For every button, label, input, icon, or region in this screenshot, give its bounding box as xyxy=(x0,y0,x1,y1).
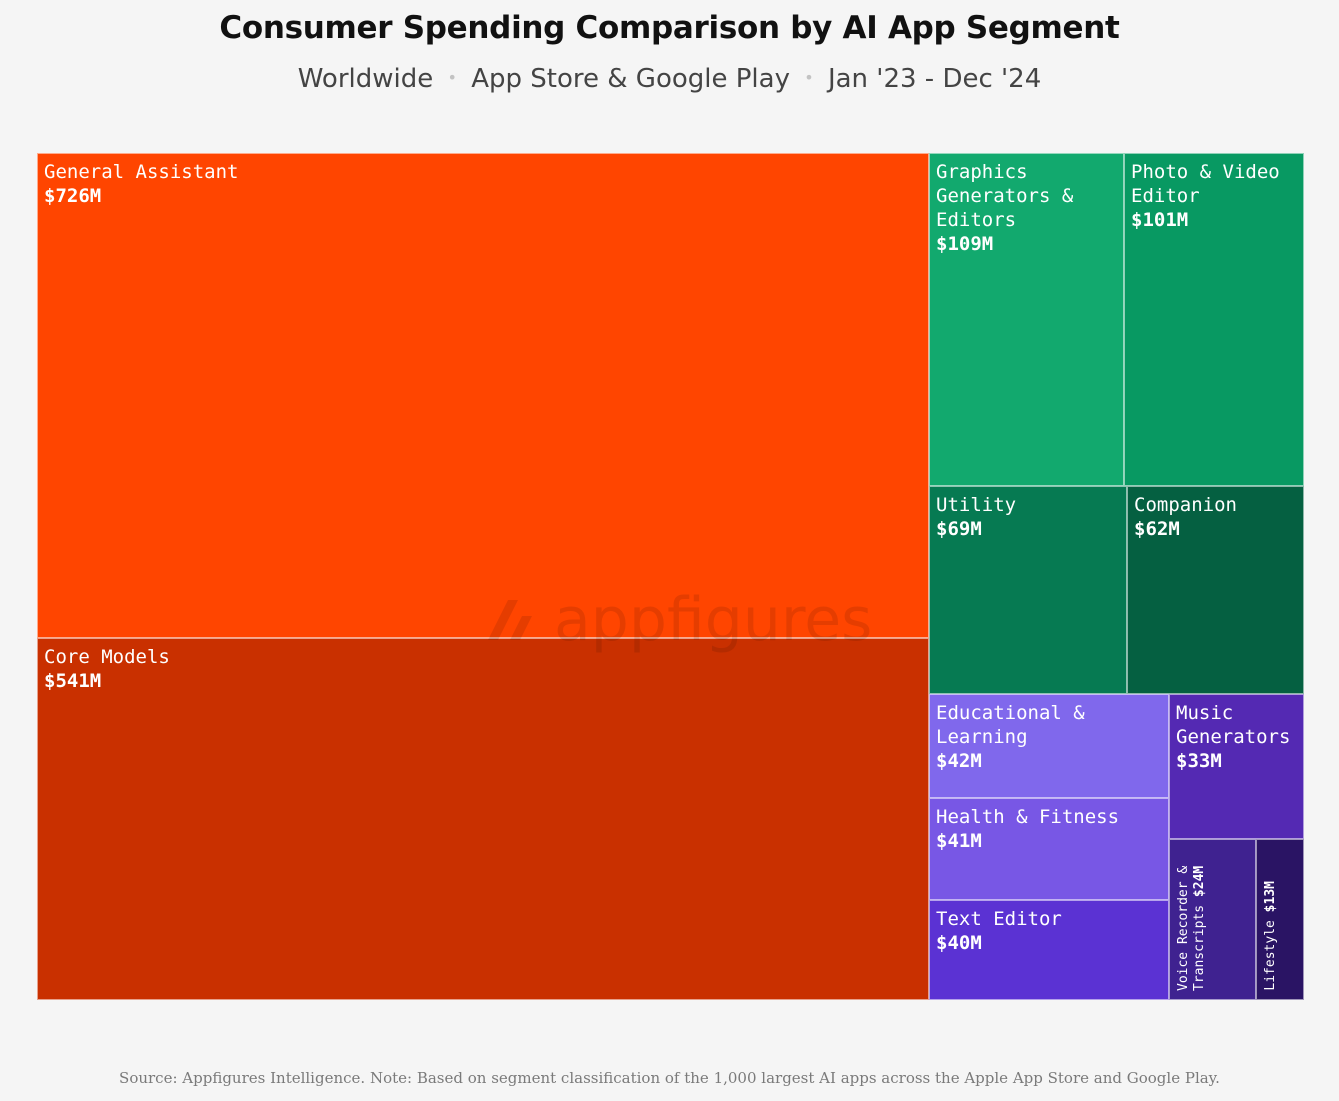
treemap-cell-label: Lifestyle $13M xyxy=(1263,881,1279,991)
treemap-cell-text-editor: Text Editor $40M xyxy=(929,900,1169,1000)
treemap-cell-label: Music Generators $33M xyxy=(1176,701,1299,773)
segment-value: $40M xyxy=(936,932,982,954)
treemap-cell-lifestyle: Lifestyle $13M xyxy=(1256,839,1304,1000)
source-note: Source: Appfigures Intelligence. Note: B… xyxy=(119,1069,1220,1087)
treemap-chart: General Assistant $726M Core Models $541M Gr… xyxy=(37,153,1304,1000)
subtitle-separator: • xyxy=(447,68,457,87)
segment-value: $69M xyxy=(936,518,982,540)
segment-name: Music Generators xyxy=(1176,702,1291,748)
segment-value: $41M xyxy=(936,830,982,852)
segment-value: $101M xyxy=(1131,209,1189,231)
segment-value: $726M xyxy=(44,185,102,207)
treemap-cell-core-models: Core Models $541M xyxy=(37,638,929,1000)
subtitle-separator: • xyxy=(804,68,814,87)
treemap-cell-label: General Assistant $726M xyxy=(44,160,924,208)
treemap-cell-voice-recorder-and-transcripts: Voice Recorder & Transcripts $24M xyxy=(1169,839,1256,1000)
treemap-cell-label: Utility $69M xyxy=(936,493,1122,541)
segment-name: Text Editor xyxy=(936,908,1062,930)
treemap-cell-label: Health & Fitness $41M xyxy=(936,805,1164,853)
segment-value: $62M xyxy=(1134,518,1180,540)
segment-name: General Assistant xyxy=(44,161,239,183)
treemap-cell-utility: Utility $69M xyxy=(929,486,1127,694)
segment-name: Utility xyxy=(936,494,1017,516)
segment-value: $24M xyxy=(1192,865,1207,898)
treemap-cell-label: Core Models $541M xyxy=(44,645,924,693)
treemap-cell-label: Photo & Video Editor $101M xyxy=(1131,160,1299,232)
treemap-cell-educational-and-learning: Educational & Learning $42M xyxy=(929,694,1169,798)
chart-subtitle: Worldwide • App Store & Google Play • Ja… xyxy=(0,64,1339,94)
segment-value: $109M xyxy=(936,233,994,255)
treemap-cell-label: Educational & Learning $42M xyxy=(936,701,1164,773)
treemap-cell-companion: Companion $62M xyxy=(1127,486,1304,694)
segment-value: $13M xyxy=(1263,881,1278,913)
segment-name: Lifestyle xyxy=(1263,912,1278,991)
segment-value: $33M xyxy=(1176,750,1222,772)
segment-name: Graphics Generators & Editors xyxy=(936,161,1074,231)
treemap-cell-label: Voice Recorder & Transcripts $24M xyxy=(1176,840,1208,991)
chart-title: Consumer Spending Comparison by AI App S… xyxy=(219,10,1120,46)
segment-name: Photo & Video Editor xyxy=(1131,161,1280,207)
subtitle-stores: App Store & Google Play xyxy=(471,64,790,94)
subtitle-region: Worldwide xyxy=(297,64,434,94)
treemap-cell-graphics-generators-and-editors: Graphics Generators & Editors $109M xyxy=(929,153,1124,486)
segment-value: $541M xyxy=(44,670,102,692)
treemap-cell-label: Companion $62M xyxy=(1134,493,1299,541)
segment-name: Companion xyxy=(1134,494,1237,516)
treemap-cell-general-assistant: General Assistant $726M xyxy=(37,153,929,638)
treemap-cell-photo-and-video-editor: Photo & Video Editor $101M xyxy=(1124,153,1304,486)
treemap-cell-label: Text Editor $40M xyxy=(936,907,1164,955)
segment-name: Health & Fitness xyxy=(936,806,1120,828)
segment-name: Core Models xyxy=(44,646,170,668)
segment-name: Educational & Learning xyxy=(936,702,1085,748)
treemap-cell-health-and-fitness: Health & Fitness $41M xyxy=(929,798,1169,900)
treemap-cell-music-generators: Music Generators $33M xyxy=(1169,694,1304,839)
subtitle-period: Jan '23 - Dec '24 xyxy=(827,64,1042,94)
treemap-cell-label: Graphics Generators & Editors $109M xyxy=(936,160,1119,256)
segment-value: $42M xyxy=(936,750,982,772)
